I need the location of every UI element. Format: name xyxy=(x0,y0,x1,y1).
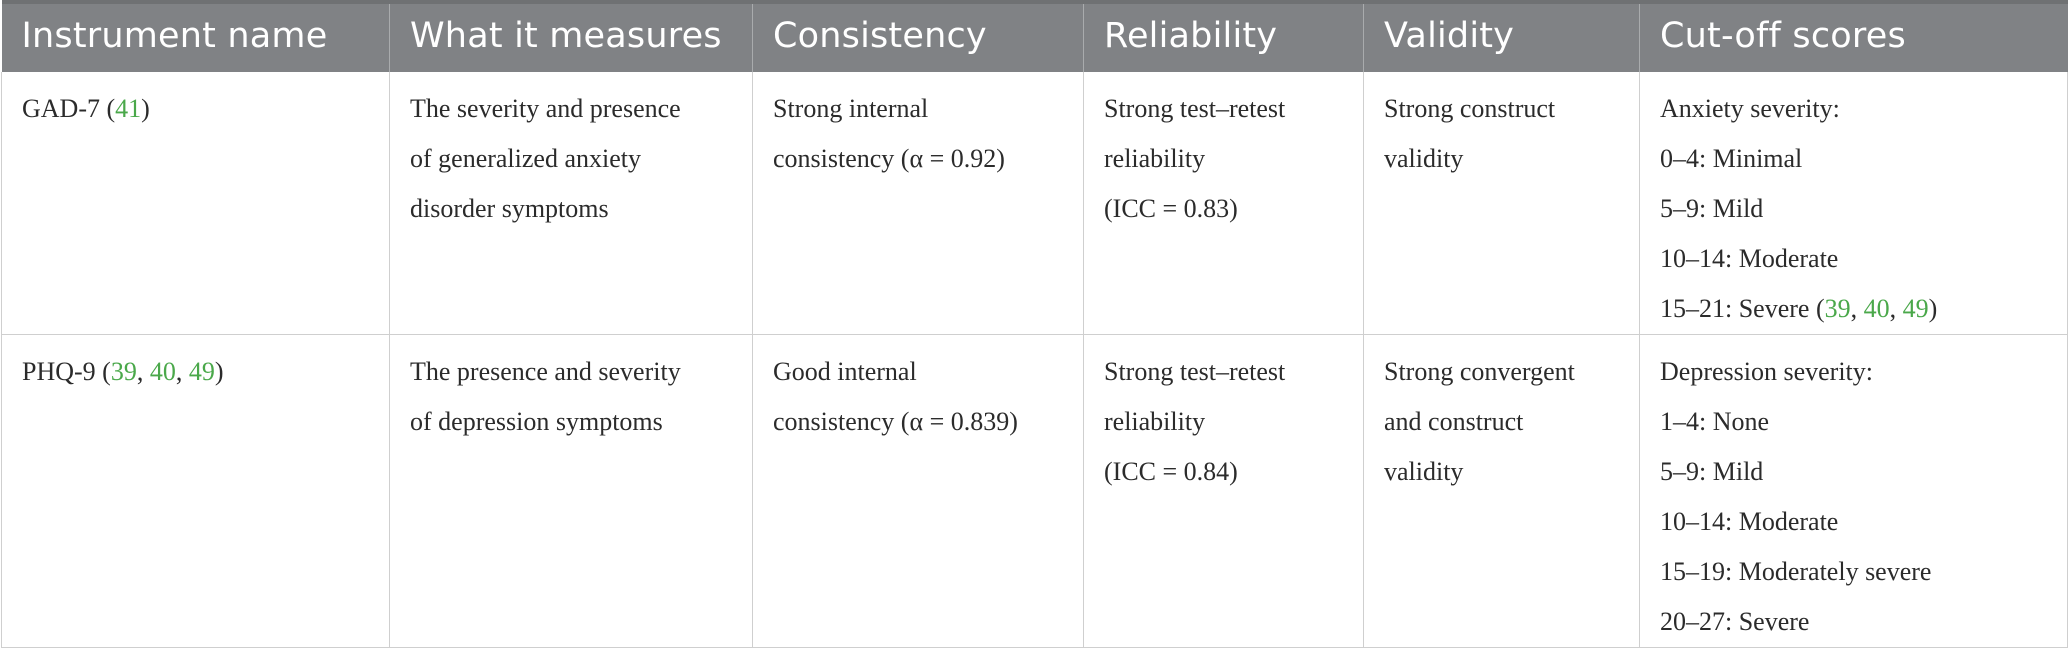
reference-link[interactable]: 39 xyxy=(1824,294,1851,323)
reliability-cell: Strong test–retest reliability (ICC = 0.… xyxy=(1083,72,1364,335)
cutoff-title: Depression severity: xyxy=(1660,357,1874,386)
reliability-line: Strong test–retest xyxy=(1104,357,1286,386)
measures-line: The severity and presence xyxy=(410,94,681,123)
measures-line: of generalized anxiety xyxy=(410,144,641,173)
reference-link[interactable]: 40 xyxy=(1863,294,1890,323)
instrument-name: PHQ-9 (39, 40, 49) xyxy=(22,357,224,386)
reliability-line: (ICC = 0.84) xyxy=(1104,457,1238,486)
validity-line: and construct xyxy=(1384,407,1524,436)
reference-link[interactable]: 49 xyxy=(188,357,215,386)
cutoff-title: Anxiety severity: xyxy=(1660,94,1840,123)
consistency-cell: Strong internal consistency (α = 0.92) xyxy=(752,72,1084,335)
validity-line: validity xyxy=(1384,144,1464,173)
validity-line: Strong construct xyxy=(1384,94,1556,123)
instrument-table: Instrument name What it measures Consist… xyxy=(1,0,2068,648)
reliability-cell: Strong test–retest reliability (ICC = 0.… xyxy=(1083,334,1364,648)
reliability-line: reliability xyxy=(1104,144,1206,173)
validity-cell: Strong construct validity xyxy=(1363,72,1640,335)
instrument-cell: PHQ-9 (39, 40, 49) xyxy=(1,334,390,648)
cutoff-line: 15–21: Severe (39, 40, 49) xyxy=(1660,294,1938,323)
consistency-line: Good internal xyxy=(773,357,917,386)
reliability-line: reliability xyxy=(1104,407,1206,436)
reliability-line: Strong test–retest xyxy=(1104,94,1286,123)
header-cut-off-scores: Cut-off scores xyxy=(1639,2,2068,72)
header-instrument-name: Instrument name xyxy=(1,2,390,72)
validity-line: Strong convergent xyxy=(1384,357,1575,386)
header-row: Instrument name What it measures Consist… xyxy=(1,2,2068,72)
consistency-line: consistency (α = 0.839) xyxy=(773,407,1018,436)
cutoff-line: 10–14: Moderate xyxy=(1660,507,1839,536)
reference-link[interactable]: 49 xyxy=(1902,294,1929,323)
cutoff-line: 20–27: Severe xyxy=(1660,607,1810,636)
header-reliability: Reliability xyxy=(1083,2,1364,72)
validity-line: validity xyxy=(1384,457,1464,486)
table-row: PHQ-9 (39, 40, 49) The presence and seve… xyxy=(1,334,2068,648)
cutoff-cell: Depression severity: 1–4: None 5–9: Mild… xyxy=(1639,334,2068,648)
cutoff-line: 1–4: None xyxy=(1660,407,1770,436)
measures-line: disorder symptoms xyxy=(410,194,609,223)
header-consistency: Consistency xyxy=(752,2,1084,72)
reference-link[interactable]: 41 xyxy=(115,94,142,123)
reference-link[interactable]: 39 xyxy=(110,357,137,386)
consistency-line: Strong internal xyxy=(773,94,929,123)
measures-line: The presence and severity xyxy=(410,357,681,386)
instrument-cell: GAD-7 (41) xyxy=(1,72,390,335)
measures-line: of depression symptoms xyxy=(410,407,663,436)
measures-cell: The presence and severity of depression … xyxy=(389,334,753,648)
cutoff-line: 5–9: Mild xyxy=(1660,194,1764,223)
header-what-it-measures: What it measures xyxy=(389,2,753,72)
cutoff-line: 15–19: Moderately severe xyxy=(1660,557,1932,586)
validity-cell: Strong convergent and construct validity xyxy=(1363,334,1640,648)
header-validity: Validity xyxy=(1363,2,1640,72)
cutoff-line: 10–14: Moderate xyxy=(1660,244,1839,273)
reference-link[interactable]: 40 xyxy=(149,357,176,386)
cutoff-cell: Anxiety severity: 0–4: Minimal 5–9: Mild… xyxy=(1639,72,2068,335)
cutoff-line: 0–4: Minimal xyxy=(1660,144,1803,173)
consistency-cell: Good internal consistency (α = 0.839) xyxy=(752,334,1084,648)
cutoff-line: 5–9: Mild xyxy=(1660,457,1764,486)
measures-cell: The severity and presence of generalized… xyxy=(389,72,753,335)
reliability-line: (ICC = 0.83) xyxy=(1104,194,1238,223)
instrument-name: GAD-7 (41) xyxy=(22,94,150,123)
table-row: GAD-7 (41) The severity and presence of … xyxy=(1,72,2068,335)
consistency-line: consistency (α = 0.92) xyxy=(773,144,1005,173)
